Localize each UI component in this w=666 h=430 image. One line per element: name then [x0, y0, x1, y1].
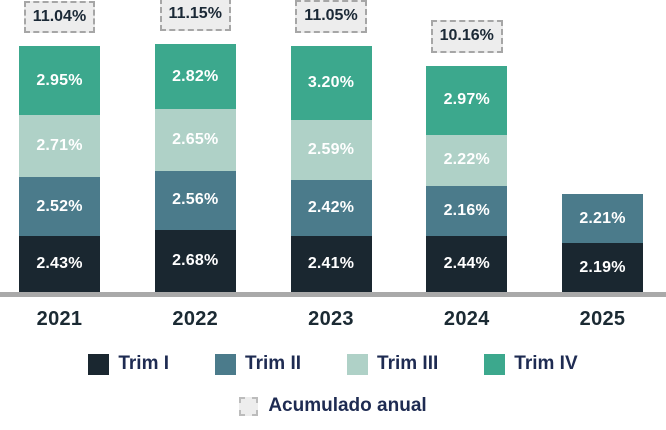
bar-column-2022: 11.15% 2.82% 2.65% 2.56% 2.68% [154, 0, 236, 292]
stacked-bar-2023: 3.20% 2.59% 2.42% 2.41% [290, 46, 372, 292]
segment-trim-i-2023: 2.41% [290, 236, 372, 292]
legend-item-trim-iv: Trim IV [484, 353, 578, 375]
segment-trim-iii-2021: 2.71% [19, 114, 100, 178]
segment-trim-i-2024: 2.44% [426, 235, 508, 292]
accumulated-total-2024: 10.16% [430, 20, 503, 53]
year-label-2021: 2021 [36, 308, 83, 330]
legend-label: Trim II [245, 353, 302, 374]
plot-area: 11.04% 2.95% 2.71% 2.52% 2.43% 11.15% 2.82% 2.6… [19, 0, 643, 292]
year-label-2023: 2023 [308, 308, 354, 330]
stacked-bar-2025: 2.21% 2.19% [562, 194, 643, 292]
x-axis-line [0, 292, 666, 297]
segment-trim-iv-2021: 2.95% [19, 46, 100, 115]
accumulated-annual-swatch [239, 396, 259, 416]
segment-trim-ii-2021: 2.52% [19, 177, 100, 236]
stacked-bar-2024: 2.97% 2.22% 2.16% 2.44% [426, 65, 508, 292]
legend-swatch [347, 353, 369, 375]
bar-column-2025: 2.21% 2.19% [562, 194, 643, 292]
legend-swatch [215, 353, 237, 375]
segment-trim-iv-2022: 2.82% [154, 43, 236, 110]
segment-trim-i-2022: 2.68% [154, 229, 236, 292]
legend-label: Trim III [377, 353, 439, 374]
legend-label: Trim IV [514, 353, 578, 374]
segment-trim-ii-2022: 2.56% [154, 170, 236, 230]
stacked-bar-2021: 2.95% 2.71% 2.52% 2.43% [19, 46, 100, 292]
bar-column-2021: 11.04% 2.95% 2.71% 2.52% 2.43% [19, 0, 100, 292]
segment-trim-ii-2025: 2.21% [562, 194, 643, 244]
bar-column-2024: 10.16% 2.97% 2.22% 2.16% 2.44% [426, 20, 508, 292]
legend-quarters: Trim I Trim II Trim III Trim IV [0, 353, 666, 375]
legend-swatch [484, 353, 506, 375]
segment-trim-iii-2024: 2.22% [426, 134, 508, 186]
legend-item-trim-ii: Trim II [215, 353, 301, 375]
segment-trim-iv-2024: 2.97% [426, 65, 508, 135]
accumulated-annual-label: Acumulado anual [268, 395, 427, 416]
legend-swatch [88, 353, 110, 375]
legend-item-trim-iii: Trim III [347, 353, 438, 375]
segment-trim-ii-2023: 2.42% [290, 180, 372, 237]
segment-trim-i-2025: 2.19% [562, 243, 643, 292]
segment-trim-iv-2023: 3.20% [290, 46, 372, 121]
year-label-2025: 2025 [579, 308, 626, 330]
segment-trim-i-2021: 2.43% [19, 235, 100, 292]
x-axis-labels: 2021 2022 2023 2024 2025 [0, 308, 666, 331]
accumulated-total-2023: 11.05% [295, 0, 367, 34]
bar-column-2023: 11.05% 3.20% 2.59% 2.42% 2.41% [290, 0, 372, 292]
legend-item-trim-i: Trim I [88, 353, 169, 375]
legend-label: Trim I [118, 353, 170, 374]
legend-accumulated: Acumulado anual [0, 395, 666, 417]
stacked-bar-2022: 2.82% 2.65% 2.56% 2.68% [154, 43, 236, 292]
accumulated-total-2021: 11.04% [23, 0, 96, 34]
segment-trim-iii-2023: 2.59% [290, 120, 372, 181]
year-label-2024: 2024 [443, 308, 490, 330]
year-label-2022: 2022 [172, 308, 219, 330]
segment-trim-iii-2022: 2.65% [154, 109, 236, 171]
accumulated-total-2022: 11.15% [159, 0, 231, 31]
segment-trim-ii-2024: 2.16% [426, 185, 508, 236]
